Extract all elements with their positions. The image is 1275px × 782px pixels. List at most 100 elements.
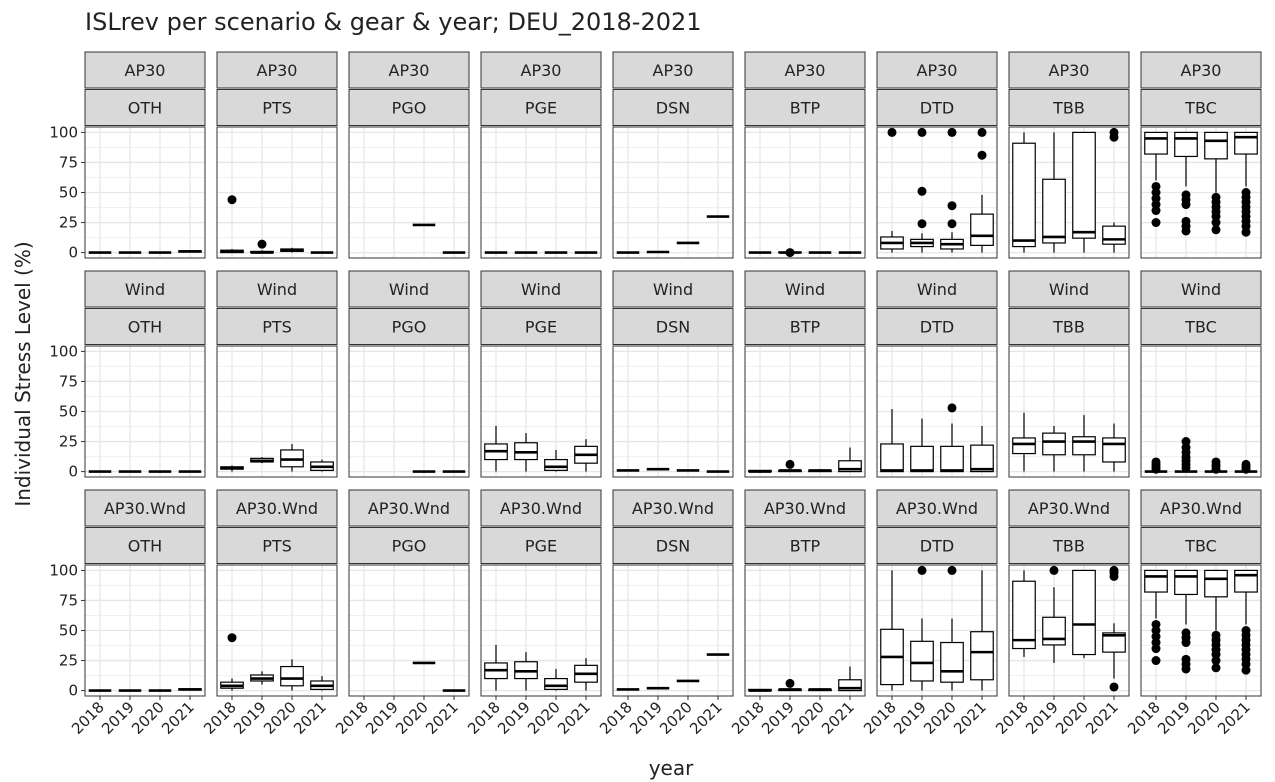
strip-label: Wind bbox=[521, 280, 561, 299]
strip bbox=[84, 89, 206, 126]
strip bbox=[216, 51, 338, 89]
x-tick-label: 2021 bbox=[554, 698, 594, 738]
outlier bbox=[1211, 663, 1221, 673]
strip-label: OTH bbox=[128, 99, 162, 118]
x-axis-label: year bbox=[649, 756, 694, 780]
x-tick-label: 2021 bbox=[1214, 698, 1254, 738]
x-tick-label: 2020 bbox=[392, 698, 432, 738]
y-tick-label: 50 bbox=[59, 403, 78, 421]
strip-label: AP30.Wnd bbox=[632, 499, 714, 518]
box bbox=[1234, 569, 1258, 593]
strip bbox=[612, 51, 734, 89]
panel-border bbox=[216, 564, 338, 697]
outlier bbox=[785, 459, 795, 469]
strip bbox=[480, 270, 602, 308]
strip-label: Wind bbox=[1181, 280, 1221, 299]
x-tick-label: 2019 bbox=[890, 698, 930, 738]
panel-border bbox=[612, 345, 734, 478]
panel-border bbox=[1140, 564, 1262, 697]
panel: AP30 TBB bbox=[1008, 51, 1130, 259]
strip bbox=[216, 527, 338, 564]
y-tick-label: 50 bbox=[59, 622, 78, 640]
strip bbox=[1140, 308, 1262, 345]
strip bbox=[348, 89, 470, 126]
strip bbox=[876, 308, 998, 345]
strip bbox=[348, 489, 470, 527]
box bbox=[940, 445, 964, 473]
strip-label: DSN bbox=[656, 318, 690, 337]
y-axis-label: Individual Stress Level (%) bbox=[11, 241, 35, 506]
strip-label: Wind bbox=[653, 280, 693, 299]
y-tick-label: 75 bbox=[59, 372, 78, 390]
panel: Wind TBC bbox=[1140, 270, 1262, 478]
panel-border bbox=[612, 126, 734, 259]
x-tick-label: 2020 bbox=[128, 698, 168, 738]
outlier bbox=[1241, 665, 1251, 675]
x-tick-label: 2019 bbox=[230, 698, 270, 738]
strip bbox=[744, 89, 866, 126]
box bbox=[1102, 225, 1126, 245]
strip-label: PGO bbox=[392, 318, 427, 337]
outlier bbox=[1181, 437, 1191, 447]
strip-label: TBC bbox=[1184, 318, 1217, 337]
x-tick-label: 2019 bbox=[494, 698, 534, 738]
strip-label: AP30.Wnd bbox=[1028, 499, 1110, 518]
outlier bbox=[1211, 457, 1221, 467]
box bbox=[1042, 616, 1066, 646]
strip bbox=[1008, 51, 1130, 89]
box bbox=[970, 631, 994, 681]
strip bbox=[876, 489, 998, 527]
outlier bbox=[947, 201, 957, 211]
x-tick-label: 2020 bbox=[920, 698, 960, 738]
panel: AP30 BTP bbox=[744, 51, 866, 259]
y-tick-label: 0 bbox=[68, 244, 78, 262]
strip-label: PGO bbox=[392, 99, 427, 118]
strip-label: AP30.Wnd bbox=[764, 499, 846, 518]
outlier bbox=[1241, 227, 1251, 237]
strip-label: Wind bbox=[917, 280, 957, 299]
strip bbox=[348, 51, 470, 89]
chart-title: ISLrev per scenario & gear & year; DEU_2… bbox=[85, 8, 702, 36]
outlier bbox=[1151, 656, 1161, 666]
x-tick-label: 2019 bbox=[626, 698, 666, 738]
strip-label: DTD bbox=[920, 318, 954, 337]
strip-label: AP30.Wnd bbox=[104, 499, 186, 518]
panel-border bbox=[1140, 126, 1262, 259]
strip bbox=[612, 527, 734, 564]
strip bbox=[612, 489, 734, 527]
outlier bbox=[977, 127, 987, 137]
strip bbox=[612, 89, 734, 126]
strip-label: AP30 bbox=[917, 61, 958, 80]
panel-border bbox=[1008, 564, 1130, 697]
outlier bbox=[1181, 664, 1191, 674]
panel-border bbox=[876, 126, 998, 259]
strip bbox=[348, 308, 470, 345]
x-tick-label: 2021 bbox=[686, 698, 726, 738]
x-tick-label: 2021 bbox=[1082, 698, 1122, 738]
x-tick-label: 2018 bbox=[1124, 698, 1164, 738]
x-tick-label: 2020 bbox=[1184, 698, 1224, 738]
strip-label: PGE bbox=[525, 99, 557, 118]
panel: AP30 PGO bbox=[348, 51, 470, 259]
panel-border bbox=[348, 564, 470, 697]
strip bbox=[84, 308, 206, 345]
x-tick-label: 2020 bbox=[1052, 698, 1092, 738]
strip-label: AP30 bbox=[389, 61, 430, 80]
strip-label: AP30.Wnd bbox=[368, 499, 450, 518]
panel-border bbox=[612, 564, 734, 697]
box bbox=[1102, 632, 1126, 653]
strip-label: TBB bbox=[1052, 537, 1085, 556]
outlier bbox=[1151, 218, 1161, 228]
strip bbox=[744, 51, 866, 89]
strip-label: Wind bbox=[785, 280, 825, 299]
box bbox=[1204, 131, 1228, 160]
x-tick-label: 2021 bbox=[422, 698, 462, 738]
strip bbox=[480, 527, 602, 564]
x-tick-label: 2018 bbox=[464, 698, 504, 738]
